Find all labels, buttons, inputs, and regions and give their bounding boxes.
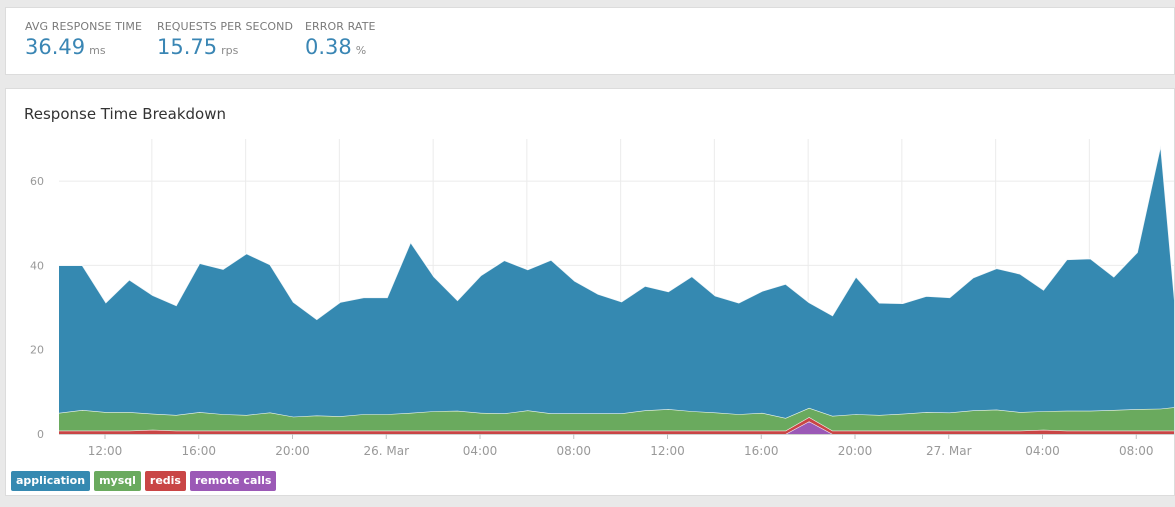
x-tick-label: 08:00 <box>1119 444 1154 458</box>
metric-label: REQUESTS PER SECOND <box>157 20 294 33</box>
x-tick-label: 16:00 <box>744 444 779 458</box>
area-series-application <box>59 145 1174 418</box>
x-tick-label: 20:00 <box>838 444 873 458</box>
series-line-application <box>59 145 1174 321</box>
x-tick-label: 27. Mar <box>926 444 972 458</box>
metric-value: 0.38 <box>305 35 352 59</box>
metric-avg-response-time: AVG RESPONSE TIME 36.49 ms <box>25 20 142 59</box>
chart-legend: application mysql redis remote calls <box>11 471 277 491</box>
metric-label: ERROR RATE <box>305 20 376 33</box>
x-tick-label: 04:00 <box>1025 444 1060 458</box>
metric-value: 15.75 <box>157 35 218 59</box>
y-tick-label: 60 <box>30 175 44 188</box>
legend-item-redis[interactable]: redis <box>144 471 186 491</box>
x-tick-label: 16:00 <box>181 444 216 458</box>
y-tick-label: 0 <box>37 428 44 441</box>
metric-unit: rps <box>221 44 239 57</box>
y-tick-label: 40 <box>30 259 44 272</box>
metric-error-rate: ERROR RATE 0.38% <box>305 20 376 59</box>
y-tick-label: 20 <box>30 344 44 357</box>
metric-value: 36.49 <box>25 35 86 59</box>
metric-requests-per-second: REQUESTS PER SECOND 15.75 rps <box>157 20 293 59</box>
x-tick-label: 04:00 <box>463 444 498 458</box>
metric-unit: % <box>355 44 367 57</box>
x-tick-label: 26. Mar <box>363 444 409 458</box>
legend-item-application[interactable]: application <box>11 471 91 491</box>
metric-label: AVG RESPONSE TIME <box>25 20 142 33</box>
legend-item-remote-calls[interactable]: remote calls <box>189 471 277 491</box>
metrics-panel: AVG RESPONSE TIME 36.49 ms REQUESTS PER S… <box>5 7 1175 75</box>
legend-item-mysql[interactable]: mysql <box>94 471 141 491</box>
x-tick-label: 08:00 <box>556 444 591 458</box>
chart-title: Response Time Breakdown <box>24 105 226 123</box>
chart-panel: Response Time Breakdown 0 20 40 60 12:00 16:0… <box>5 88 1175 496</box>
x-tick-label: 12:00 <box>88 444 123 458</box>
metric-value-row: 15.75 rps <box>157 35 293 59</box>
metric-value-row: 36.49 ms <box>25 35 142 59</box>
metric-value-row: 0.38% <box>305 35 376 59</box>
response-time-chart: 0 20 40 60 12:00 16:00 20:00 26. Mar 04:00 08:00 1… <box>30 139 1174 458</box>
area-series-mysql <box>59 407 1174 431</box>
x-tick-label: 20:00 <box>275 444 310 458</box>
x-tick-label: 12:00 <box>650 444 685 458</box>
metric-unit: ms <box>89 44 106 57</box>
